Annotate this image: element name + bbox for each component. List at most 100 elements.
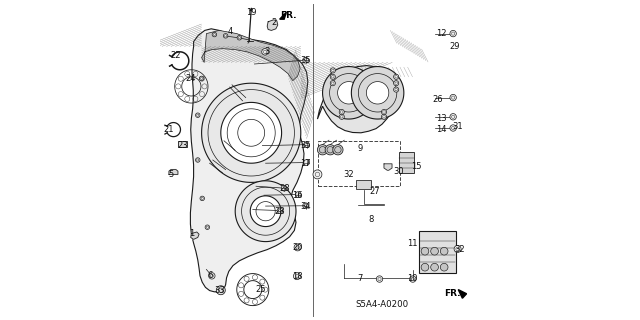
Polygon shape xyxy=(431,247,438,255)
Polygon shape xyxy=(394,74,399,79)
Bar xyxy=(317,141,401,186)
Text: 2: 2 xyxy=(271,18,276,27)
Polygon shape xyxy=(205,225,210,229)
Polygon shape xyxy=(237,36,242,40)
Polygon shape xyxy=(384,164,392,170)
Polygon shape xyxy=(294,244,301,251)
Text: 29: 29 xyxy=(449,42,460,51)
Bar xyxy=(178,141,187,147)
Text: 15: 15 xyxy=(411,162,421,171)
Polygon shape xyxy=(294,273,301,280)
Polygon shape xyxy=(458,290,467,298)
Polygon shape xyxy=(454,245,461,252)
Polygon shape xyxy=(303,57,308,63)
Polygon shape xyxy=(196,113,200,117)
Text: 20: 20 xyxy=(292,244,303,252)
Polygon shape xyxy=(450,114,456,120)
Text: 12: 12 xyxy=(436,29,447,38)
Text: 16: 16 xyxy=(292,191,303,200)
Text: 4: 4 xyxy=(228,28,233,36)
Text: 34: 34 xyxy=(300,202,311,211)
Polygon shape xyxy=(282,185,287,191)
Polygon shape xyxy=(304,160,310,165)
Text: 25: 25 xyxy=(255,285,266,294)
Polygon shape xyxy=(236,181,296,242)
Polygon shape xyxy=(440,263,448,271)
Polygon shape xyxy=(250,196,281,227)
Polygon shape xyxy=(450,94,456,101)
Polygon shape xyxy=(394,81,399,86)
Polygon shape xyxy=(376,276,383,282)
Polygon shape xyxy=(317,66,396,133)
Polygon shape xyxy=(191,232,199,239)
Text: 3: 3 xyxy=(264,47,270,56)
Polygon shape xyxy=(381,114,387,119)
Polygon shape xyxy=(338,82,360,104)
Polygon shape xyxy=(450,125,456,131)
Polygon shape xyxy=(202,83,301,182)
Text: 9: 9 xyxy=(357,144,363,153)
Polygon shape xyxy=(212,32,216,37)
Polygon shape xyxy=(367,82,389,104)
Bar xyxy=(419,231,456,273)
Text: 35: 35 xyxy=(300,56,311,65)
Text: 30: 30 xyxy=(393,167,404,176)
Text: FR.: FR. xyxy=(444,289,460,298)
Text: FR.: FR. xyxy=(280,12,296,20)
Polygon shape xyxy=(339,109,344,115)
Bar xyxy=(399,152,414,173)
Polygon shape xyxy=(196,158,200,162)
Polygon shape xyxy=(268,20,278,30)
Polygon shape xyxy=(221,102,282,163)
Text: 31: 31 xyxy=(452,122,463,131)
Polygon shape xyxy=(323,67,375,119)
Text: 1: 1 xyxy=(189,229,194,238)
Text: 27: 27 xyxy=(369,188,380,196)
Polygon shape xyxy=(440,247,448,255)
Text: 32: 32 xyxy=(454,245,465,254)
Polygon shape xyxy=(304,142,310,148)
Polygon shape xyxy=(223,34,228,38)
Polygon shape xyxy=(431,263,438,271)
Text: 8: 8 xyxy=(369,215,374,224)
Text: 26: 26 xyxy=(433,95,443,104)
Polygon shape xyxy=(339,114,344,119)
Text: 33: 33 xyxy=(215,286,225,295)
Polygon shape xyxy=(333,145,343,155)
Polygon shape xyxy=(209,273,215,279)
Polygon shape xyxy=(394,87,399,92)
Text: 22: 22 xyxy=(170,52,180,60)
Text: 14: 14 xyxy=(436,125,446,134)
Polygon shape xyxy=(325,145,335,155)
Text: 23: 23 xyxy=(177,141,188,150)
Polygon shape xyxy=(330,68,335,73)
Text: 6: 6 xyxy=(207,271,212,280)
Text: 28: 28 xyxy=(275,207,285,216)
Text: 35: 35 xyxy=(300,141,311,150)
Bar xyxy=(356,180,371,189)
Text: 7: 7 xyxy=(357,274,363,283)
Text: S5A4-A0200: S5A4-A0200 xyxy=(356,300,409,309)
Polygon shape xyxy=(410,276,416,282)
Polygon shape xyxy=(421,247,429,255)
Polygon shape xyxy=(280,12,287,19)
Polygon shape xyxy=(200,196,205,201)
Polygon shape xyxy=(351,67,404,119)
Polygon shape xyxy=(330,81,335,86)
Polygon shape xyxy=(313,170,322,179)
Text: 5: 5 xyxy=(168,170,174,179)
Polygon shape xyxy=(262,49,268,55)
Polygon shape xyxy=(303,203,308,209)
Text: 18: 18 xyxy=(292,272,303,281)
Polygon shape xyxy=(191,29,308,292)
Polygon shape xyxy=(216,286,225,295)
Polygon shape xyxy=(317,145,328,155)
Text: 21: 21 xyxy=(164,125,174,134)
Text: 17: 17 xyxy=(300,159,311,168)
Polygon shape xyxy=(330,74,335,79)
Text: 19: 19 xyxy=(246,8,257,17)
Polygon shape xyxy=(450,30,456,37)
Polygon shape xyxy=(381,109,387,115)
Text: 24: 24 xyxy=(185,74,196,83)
Polygon shape xyxy=(296,192,301,197)
